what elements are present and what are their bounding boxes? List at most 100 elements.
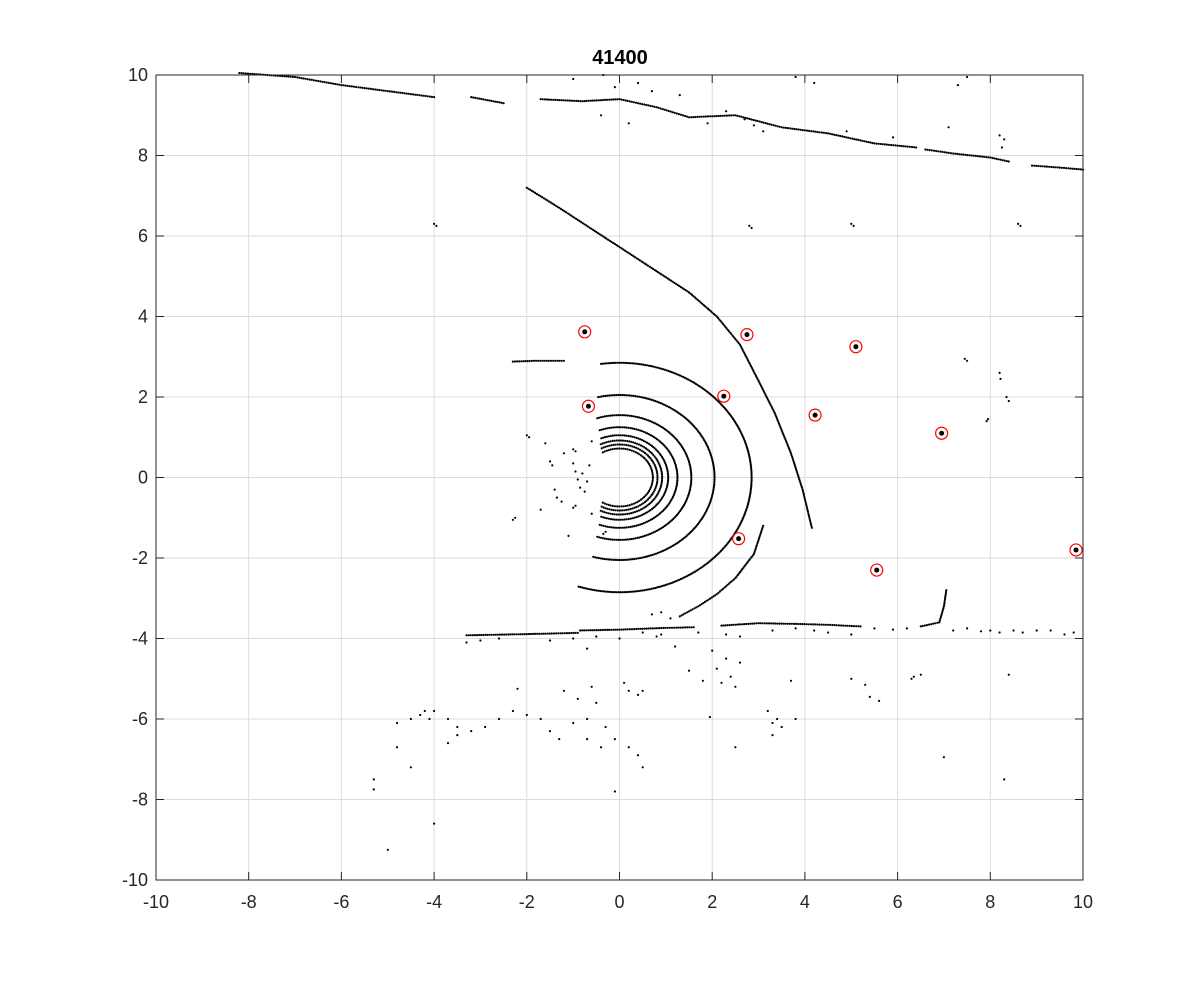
scan-point — [620, 98, 623, 101]
x-tick-label: -4 — [426, 892, 442, 912]
scan-point — [878, 699, 881, 703]
scan-point — [798, 478, 801, 481]
scan-point — [647, 519, 651, 522]
scan-point — [498, 633, 501, 636]
scan-point — [395, 91, 398, 94]
scan-point — [800, 486, 804, 489]
scan-point — [399, 91, 402, 94]
scan-point — [585, 224, 588, 227]
scan-point — [690, 293, 694, 296]
scan-point — [728, 624, 731, 627]
scan-point — [772, 622, 775, 625]
scan-point — [654, 552, 658, 555]
scan-point — [612, 628, 615, 631]
scan-point — [802, 492, 805, 495]
scan-point — [717, 591, 720, 595]
scan-point — [637, 515, 640, 518]
scan-point — [734, 685, 737, 688]
scan-point — [604, 445, 607, 448]
scan-point — [609, 504, 612, 507]
scan-point — [643, 500, 647, 504]
scan-point — [891, 136, 895, 139]
scan-point — [758, 120, 761, 123]
scan-point — [698, 300, 701, 303]
scan-point — [614, 443, 617, 446]
scan-point — [626, 512, 629, 516]
scan-point — [604, 725, 607, 729]
scan-point — [549, 201, 552, 204]
scan-point — [613, 526, 617, 529]
scan-point — [654, 485, 658, 488]
scan-point — [619, 538, 622, 542]
scan-point — [627, 746, 630, 749]
scan-point — [636, 590, 639, 593]
scan-point — [613, 505, 617, 508]
scan-point — [652, 516, 656, 520]
scan-point — [535, 193, 539, 196]
scan-point — [588, 226, 591, 229]
scan-point — [837, 624, 841, 627]
scan-point — [424, 94, 427, 98]
scan-point — [595, 629, 598, 632]
scan-point — [789, 450, 792, 453]
scan-point — [1007, 399, 1010, 403]
scan-point — [626, 99, 629, 102]
scan-point — [640, 522, 644, 526]
scan-point — [639, 514, 642, 517]
scan-point — [513, 633, 516, 636]
scan-point — [657, 461, 660, 464]
scan-point — [583, 490, 586, 493]
scan-point — [806, 508, 809, 511]
scan-point — [615, 439, 618, 442]
scan-point — [641, 455, 644, 458]
scan-point — [801, 623, 804, 626]
scan-point — [647, 397, 650, 400]
scan-point — [960, 153, 963, 156]
scan-point — [794, 627, 797, 630]
scan-point — [808, 515, 811, 519]
scan-point — [505, 633, 508, 636]
scan-point — [968, 154, 971, 157]
scan-point — [713, 115, 716, 118]
scan-point — [600, 395, 603, 398]
scan-point — [369, 87, 372, 90]
scan-point — [603, 516, 607, 520]
scan-point — [423, 709, 426, 713]
scan-point — [711, 311, 714, 314]
scan-point — [465, 634, 468, 637]
scan-point — [422, 94, 425, 97]
scan-point — [894, 144, 897, 147]
scan-point — [484, 633, 487, 637]
scan-point — [618, 361, 621, 364]
scan-point — [941, 150, 944, 153]
scan-point — [780, 427, 783, 430]
scan-point — [776, 419, 779, 422]
scan-point — [837, 134, 840, 137]
scan-point — [628, 538, 631, 541]
scan-point — [605, 435, 609, 438]
scan-point — [624, 628, 627, 631]
scan-point — [568, 632, 571, 635]
scan-point — [586, 587, 589, 590]
scan-point — [791, 455, 794, 458]
scan-point — [670, 498, 673, 501]
scan-point — [620, 558, 623, 562]
scan-point — [649, 104, 652, 107]
scan-point — [614, 361, 617, 364]
scan-point — [342, 84, 345, 87]
scan-point — [606, 427, 609, 430]
scan-point — [717, 114, 720, 118]
scan-point — [658, 627, 661, 630]
scan-point — [645, 263, 648, 266]
scan-point — [712, 485, 716, 488]
scan-point — [615, 538, 618, 541]
scan-point — [338, 83, 341, 86]
scan-point — [780, 126, 783, 129]
scan-point — [1012, 629, 1015, 632]
scan-point — [605, 537, 608, 541]
scan-point — [350, 85, 353, 88]
scan-point — [639, 429, 642, 432]
scan-point — [596, 417, 599, 420]
scan-point — [627, 122, 630, 125]
scan-point — [930, 149, 933, 152]
